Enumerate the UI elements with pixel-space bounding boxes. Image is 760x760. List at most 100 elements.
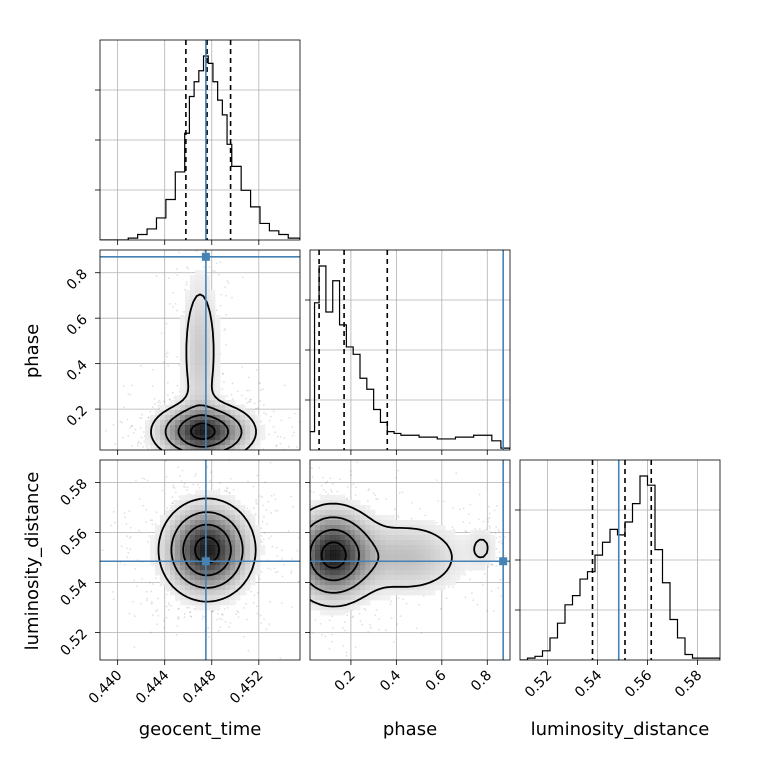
density-cell xyxy=(185,575,191,581)
sample-point xyxy=(282,518,284,520)
density-cell xyxy=(210,395,216,401)
density-cell xyxy=(180,585,186,591)
density-cell xyxy=(325,600,331,606)
sample-point xyxy=(287,530,290,532)
density-cell xyxy=(230,595,236,601)
sample-point xyxy=(260,420,263,423)
sample-point xyxy=(286,549,288,551)
density-cell xyxy=(355,555,361,561)
sample-point xyxy=(288,589,290,591)
density-cell xyxy=(325,560,331,566)
density-cell xyxy=(190,510,196,516)
density-cell xyxy=(425,590,431,596)
density-cell xyxy=(330,545,336,551)
sample-point xyxy=(278,527,280,529)
sample-point xyxy=(184,486,187,488)
density-cell xyxy=(460,565,466,571)
sample-point xyxy=(204,457,206,459)
density-cell xyxy=(385,540,391,546)
sample-point xyxy=(202,466,204,468)
sample-point xyxy=(267,570,269,572)
sample-point xyxy=(255,605,258,608)
sample-point xyxy=(96,413,98,415)
sample-point xyxy=(256,612,259,615)
sample-point xyxy=(493,610,495,612)
density-cell xyxy=(235,505,241,511)
sample-point xyxy=(176,618,179,620)
sample-point xyxy=(203,250,206,253)
sample-point xyxy=(308,575,310,577)
density-cell xyxy=(225,530,231,536)
density-cell xyxy=(225,510,231,516)
sample-point xyxy=(120,545,123,548)
sample-point xyxy=(273,493,276,496)
density-cell xyxy=(185,585,191,591)
density-cell xyxy=(195,325,201,331)
density-cell xyxy=(170,410,176,416)
sample-point xyxy=(157,404,160,407)
sample-point xyxy=(233,452,235,454)
sample-point xyxy=(260,518,262,520)
sample-point xyxy=(174,477,176,479)
sample-point xyxy=(147,416,150,419)
sample-point xyxy=(174,302,177,305)
sample-point xyxy=(219,304,222,307)
sample-point xyxy=(155,610,157,613)
sample-point xyxy=(172,486,175,488)
density-cell xyxy=(325,595,331,601)
density-cell xyxy=(415,530,421,536)
density-cell xyxy=(180,375,186,381)
sample-point xyxy=(280,497,282,499)
sample-point xyxy=(213,455,215,457)
sample-point xyxy=(168,602,170,604)
density-cell xyxy=(215,395,221,401)
density-cell xyxy=(195,580,201,586)
density-cell xyxy=(215,405,221,411)
sample-point xyxy=(225,460,227,462)
density-cell xyxy=(190,285,196,291)
density-cell xyxy=(470,540,476,546)
sample-point xyxy=(246,389,249,392)
sample-point xyxy=(410,502,413,504)
density-cell xyxy=(200,370,206,376)
sample-point xyxy=(272,410,275,413)
density-cell xyxy=(185,445,191,450)
density-cell xyxy=(310,605,316,611)
sample-point xyxy=(143,524,145,526)
sample-point xyxy=(213,457,215,459)
density-cell xyxy=(480,530,486,536)
sample-point xyxy=(131,445,134,447)
density-cell xyxy=(375,580,381,586)
density-cell xyxy=(155,570,161,576)
sample-point xyxy=(344,621,346,623)
sample-point xyxy=(235,613,238,616)
sample-point xyxy=(280,602,283,604)
density-cell xyxy=(205,365,211,371)
density-cell xyxy=(195,605,201,611)
sample-point xyxy=(125,523,128,526)
sample-point xyxy=(332,447,334,449)
sample-point xyxy=(301,638,303,640)
density-cell xyxy=(325,550,331,556)
density-cell xyxy=(325,520,331,526)
sample-point xyxy=(258,381,261,384)
density-cell xyxy=(435,545,441,551)
density-cell xyxy=(180,445,186,450)
density-cell xyxy=(195,380,201,386)
density-cell xyxy=(400,580,406,586)
sample-point xyxy=(256,469,258,471)
density-cell xyxy=(150,560,156,566)
density-cell xyxy=(175,520,181,526)
density-cell xyxy=(240,515,246,521)
sample-point xyxy=(172,458,174,460)
density-cell xyxy=(330,505,336,511)
density-cell xyxy=(370,535,376,541)
density-cell xyxy=(195,340,201,346)
density-cell xyxy=(170,520,176,526)
density-cell xyxy=(420,570,426,576)
density-cell xyxy=(360,575,366,581)
sample-point xyxy=(150,590,153,593)
density-cell xyxy=(425,525,431,531)
sample-point xyxy=(488,525,491,527)
sample-point xyxy=(291,558,293,560)
